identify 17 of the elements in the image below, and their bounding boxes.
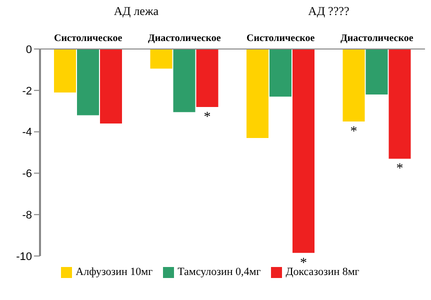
y-tick-label: 0: [26, 44, 32, 56]
data-label: *: [396, 162, 404, 177]
legend-label: Тамсулозин 0,4мг: [178, 266, 261, 278]
legend-label: Алфузозин 10мг: [76, 266, 153, 278]
text: АД лежа: [112, 4, 160, 19]
data-label: *: [350, 124, 358, 140]
y-tick-label: -8: [22, 210, 32, 222]
data-label: *: [204, 110, 211, 125]
x-tick-label: Систолическое: [246, 33, 316, 44]
x-tick-label: Диастолическое: [148, 33, 222, 44]
x-tick-label: Систолическое: [54, 33, 123, 44]
y-tick-label: -6: [22, 168, 32, 180]
text: АД ????: [307, 4, 350, 19]
y-tick-label: -2: [22, 85, 32, 98]
y-tick-label: -10: [16, 250, 32, 263]
y-tick-label: -4: [22, 126, 32, 139]
x-tick-label: Диастолическое: [340, 33, 414, 44]
